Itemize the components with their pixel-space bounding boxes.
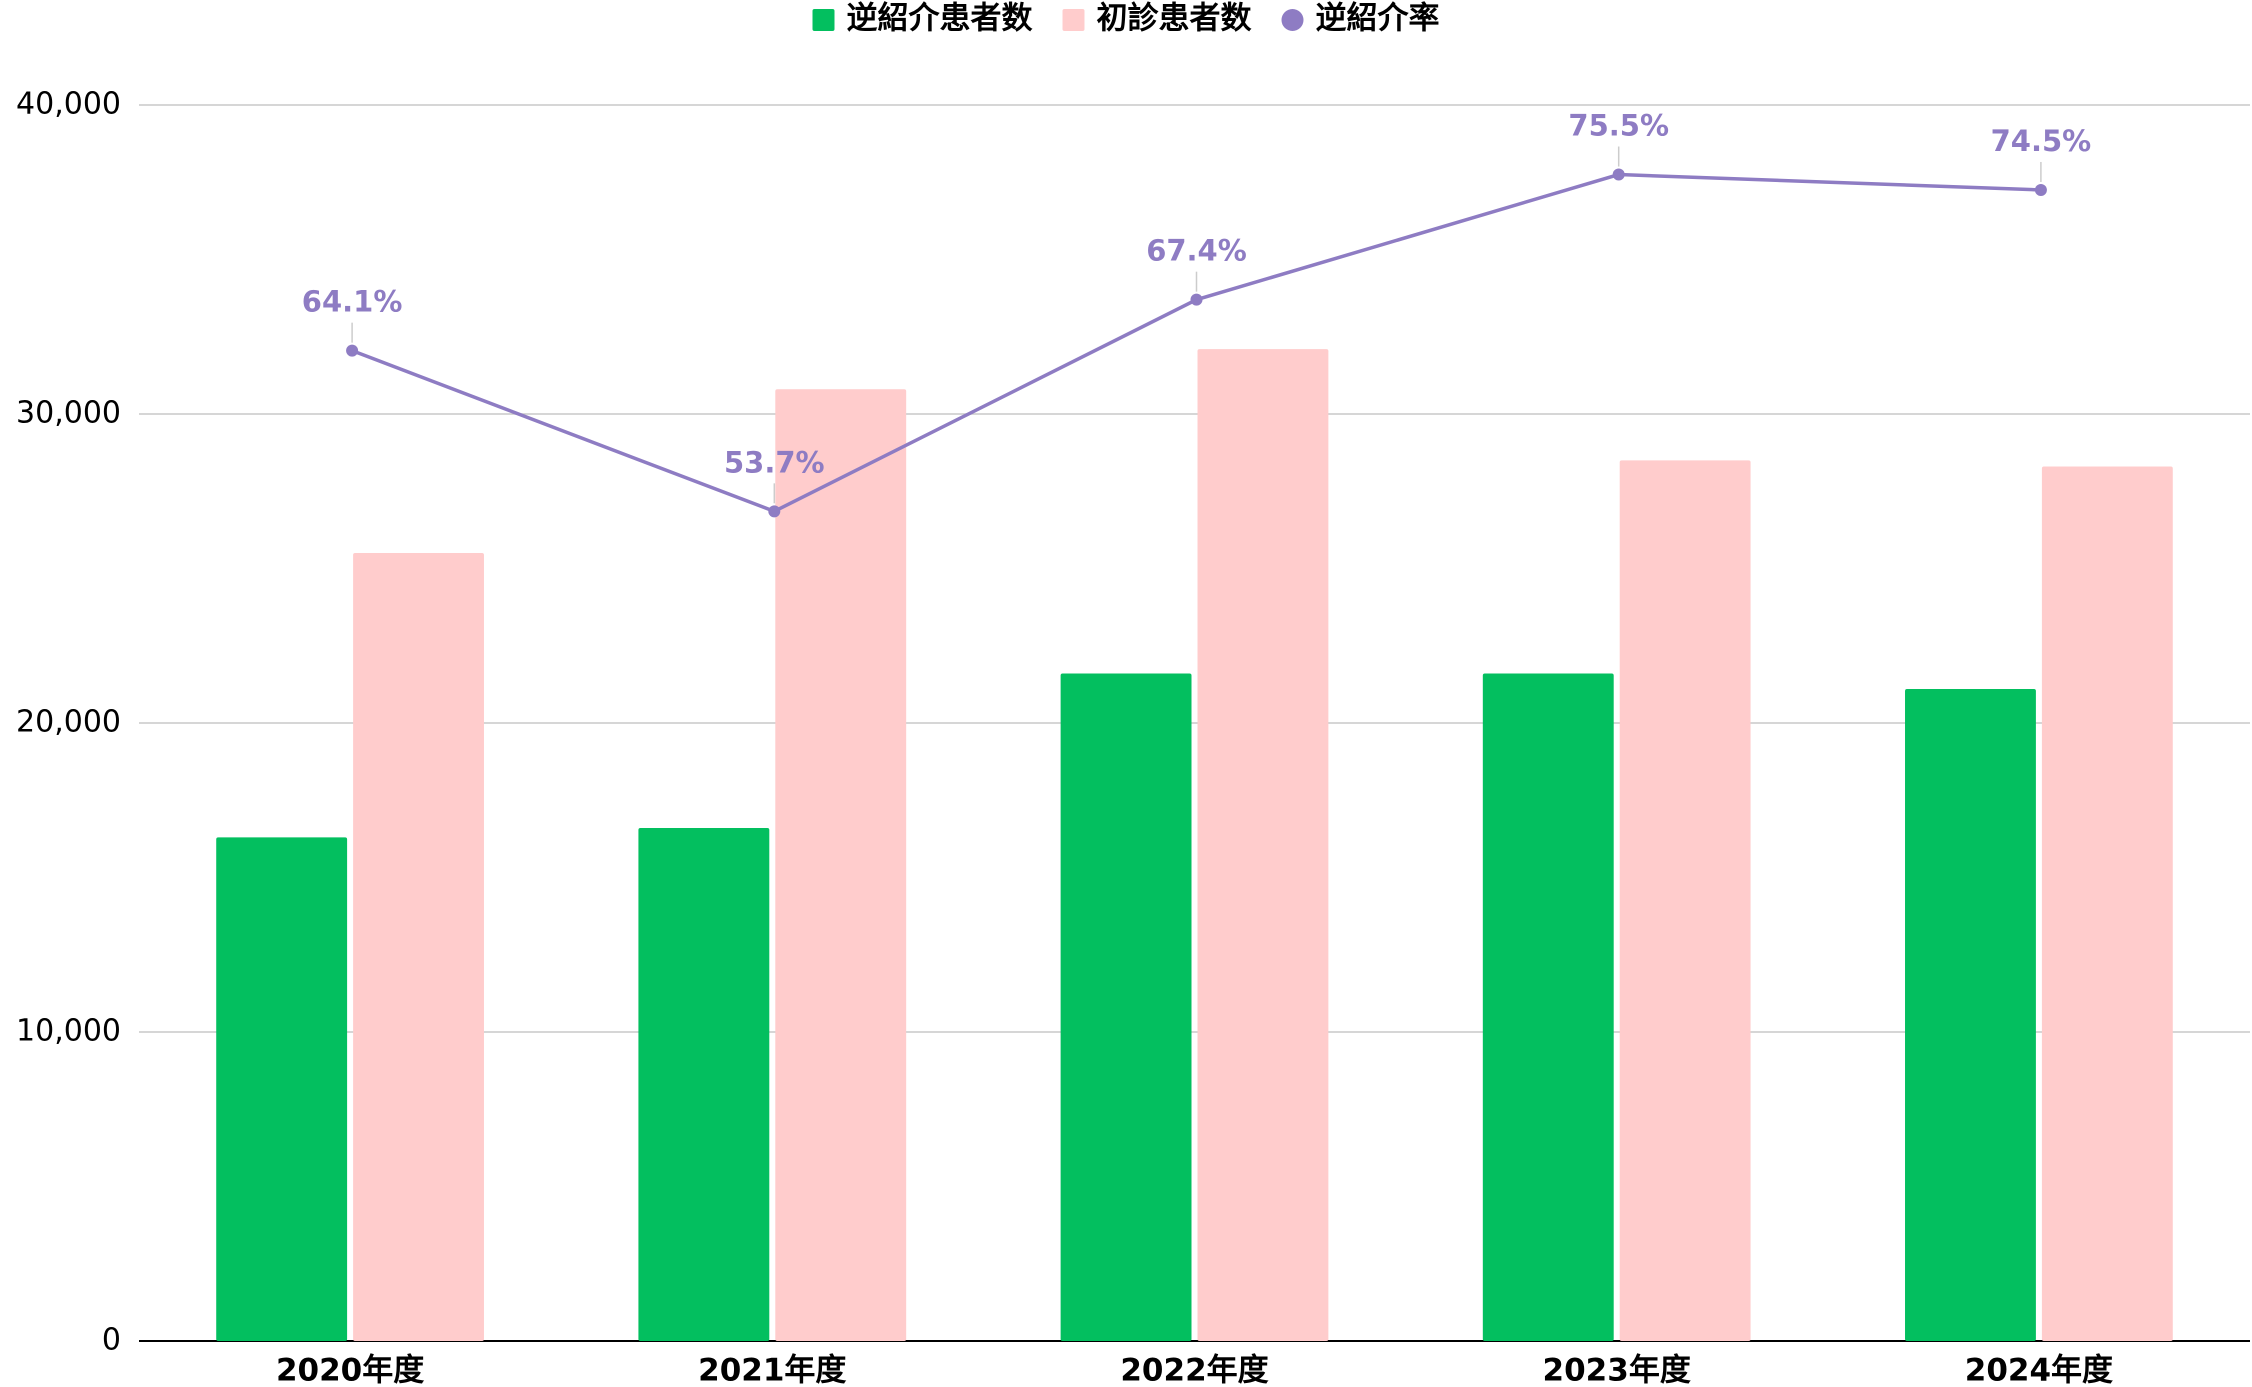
- legend-label: 逆紹介患者数: [847, 1, 1033, 37]
- x-tick-label: 2023年度: [1543, 1353, 1691, 1387]
- line: [351, 172, 2041, 514]
- x-tick-label: 2024年度: [1965, 1353, 2113, 1387]
- x-tick-label: 2021年度: [698, 1353, 846, 1387]
- bar: [2041, 466, 2173, 1341]
- bar: [353, 553, 484, 1341]
- bar: [216, 837, 348, 1341]
- bar: [1905, 689, 2036, 1341]
- line-point: [346, 344, 359, 357]
- bar: [775, 389, 907, 1341]
- legend-marker: [812, 9, 835, 31]
- data-label: 67.4%: [1146, 234, 1247, 268]
- y-tick-label: 20,000: [16, 705, 121, 740]
- bar: [1060, 673, 1192, 1341]
- bar: [1197, 349, 1329, 1341]
- y-tick-label: 10,000: [16, 1014, 121, 1049]
- data-label: 74.5%: [1991, 124, 2092, 158]
- data-label: 53.7%: [724, 445, 825, 479]
- legend-label: 逆紹介率: [1316, 1, 1440, 37]
- data-label: 64.1%: [302, 285, 403, 319]
- y-tick-label: 0: [102, 1323, 121, 1358]
- legend-marker: [1062, 9, 1085, 31]
- line-point: [1190, 293, 1203, 306]
- line-point: [2034, 183, 2047, 196]
- bar: [638, 828, 770, 1341]
- y-tick-label: 30,000: [16, 396, 121, 431]
- legend-label: 初診患者数: [1097, 1, 1252, 37]
- x-tick-label: 2020年度: [276, 1353, 424, 1387]
- data-label: 75.5%: [1568, 109, 1669, 143]
- y-tick-label: 40,000: [16, 87, 121, 122]
- line-point: [768, 505, 781, 518]
- bar: [1482, 673, 1614, 1341]
- legend-marker: [1281, 9, 1304, 31]
- line-point: [1612, 168, 1625, 181]
- x-tick-label: 2022年度: [1120, 1353, 1268, 1387]
- bar: [1619, 460, 1751, 1342]
